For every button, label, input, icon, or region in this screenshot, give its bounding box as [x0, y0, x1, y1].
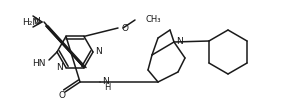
Text: N: N: [95, 46, 102, 56]
Text: N: N: [176, 37, 183, 45]
Text: H: H: [104, 83, 110, 92]
Text: O: O: [121, 24, 128, 32]
Text: N: N: [33, 16, 40, 26]
Text: HN: HN: [33, 58, 46, 68]
Text: N: N: [102, 76, 109, 85]
Text: CH₃: CH₃: [145, 14, 160, 24]
Text: N: N: [56, 63, 63, 72]
Text: O: O: [58, 92, 65, 100]
Text: H₂N: H₂N: [22, 17, 39, 27]
